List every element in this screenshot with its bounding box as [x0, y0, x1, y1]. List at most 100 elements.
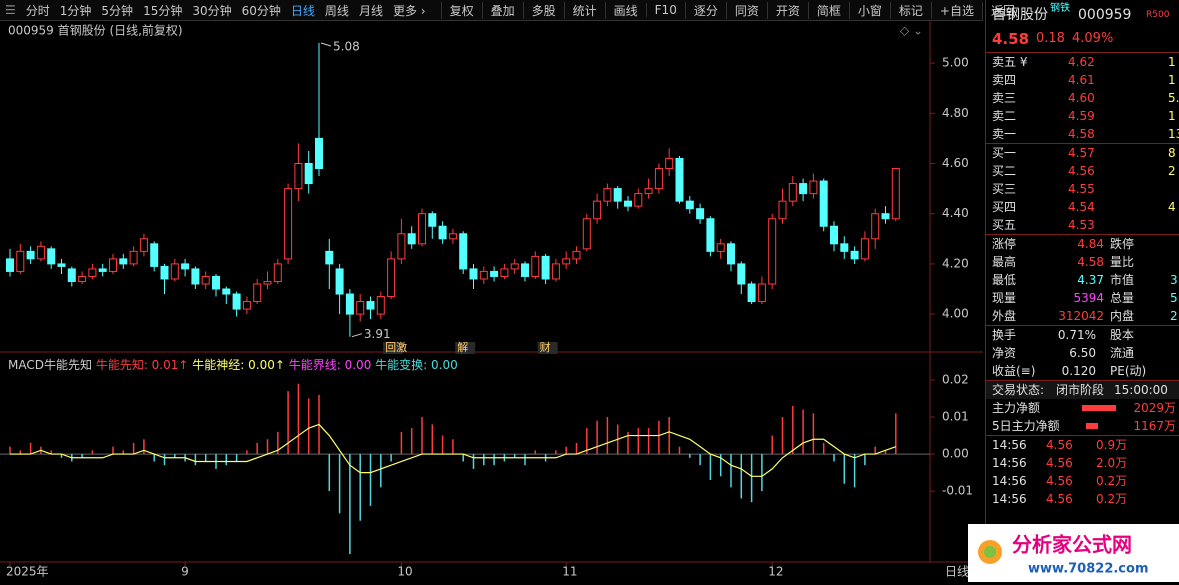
ask-row: 卖一 4.58 13 [986, 125, 1179, 143]
candle-body [871, 213, 880, 240]
watermark-logo: 分析家公式网 www.70822.com [978, 533, 1149, 577]
tool-button[interactable]: 简框 [807, 1, 849, 19]
candle-body [757, 283, 766, 303]
candle-body [572, 250, 581, 260]
stat-label: 股本 [1110, 328, 1135, 342]
annotation-leader [351, 333, 363, 338]
tick-time: 14:56 [992, 492, 1027, 506]
stat-label: 最低 [992, 273, 1017, 287]
stat-label: 市值 [1110, 273, 1135, 287]
tick-row: 14:56 4.56 0.9万 [986, 435, 1179, 454]
flow-value: 2029万 [1133, 401, 1176, 415]
tool-button[interactable]: 标记 [889, 1, 931, 19]
candle-body [778, 200, 787, 220]
stat-label: 内盘 [1110, 309, 1135, 323]
period-button[interactable]: 5分钟 [101, 3, 134, 18]
x-tick-label: 9 [181, 565, 189, 579]
tool-button[interactable]: 复权 [440, 1, 482, 19]
period-button[interactable]: 分时 [25, 3, 50, 18]
candle-body [335, 268, 344, 295]
legend-entry: 牛能先知: 0.01↑ [96, 357, 189, 372]
price-row: 4.58 0.18 4.09% [986, 30, 1179, 52]
tool-button[interactable]: 小窗 [848, 1, 890, 19]
candle-body [181, 263, 190, 270]
flow-row: 5日主力净额 1167万 [986, 417, 1179, 435]
y-tick-label: 4.60 [942, 156, 969, 170]
stat-row: 外盘 312042 内盘 2 [986, 307, 1179, 325]
period-button[interactable]: 日线 [290, 3, 315, 18]
flow-bar [1086, 423, 1098, 429]
candle-body [129, 250, 138, 265]
event-marker: 解 [457, 340, 468, 354]
candle-body [881, 213, 890, 220]
ask-row: 卖二 4.59 1 [986, 107, 1179, 125]
tool-button[interactable]: 叠加 [481, 1, 523, 19]
tool-button[interactable]: 开资 [766, 1, 808, 19]
stat-value: 6.50 [1069, 346, 1096, 360]
x-tick-label: 10 [397, 565, 412, 579]
period-button[interactable]: 15分钟 [143, 3, 183, 18]
book-price: 4.62 [1068, 55, 1095, 69]
candle-body [201, 275, 210, 285]
period-button[interactable]: 1分钟 [59, 3, 92, 18]
book-level: 卖五 ¥ [992, 55, 1028, 69]
tick-price: 4.56 [1046, 438, 1073, 452]
book-price: 4.59 [1068, 109, 1095, 123]
ask-row: 卖四 4.61 1 [986, 71, 1179, 89]
candle-body [26, 250, 35, 260]
candle-body [737, 263, 746, 285]
tool-button[interactable]: 逐分 [684, 1, 726, 19]
marker-box [383, 342, 404, 354]
chart-title: 000959 首钢股份 (日线,前复权) [8, 23, 183, 38]
bid-row: 买二 4.56 2 [986, 162, 1179, 180]
candle-body [284, 188, 293, 260]
book-level: 卖二 [992, 109, 1017, 123]
candle-body [799, 183, 808, 195]
candle-body [294, 162, 303, 190]
book-volume: 1 [1168, 55, 1176, 69]
tool-button[interactable]: F10 [645, 3, 685, 17]
candle-body [490, 270, 499, 277]
candle-body [57, 263, 66, 267]
status-value: 闭市阶段 [1056, 383, 1105, 397]
tool-button[interactable]: 多股 [522, 1, 564, 19]
period-button[interactable]: 60分钟 [241, 3, 281, 18]
tool-button[interactable]: 画线 [604, 1, 646, 19]
tool-button[interactable]: 统计 [563, 1, 605, 19]
stat-row: 收益(≡) 0.120 PE(动) [986, 362, 1179, 380]
period-button[interactable]: 周线 [324, 3, 349, 18]
period-button[interactable]: 30分钟 [192, 3, 232, 18]
flow-label: 主力净额 [992, 401, 1041, 415]
stat-label: 跌停 [1110, 237, 1135, 251]
candle-body [356, 301, 365, 315]
candle-body [654, 168, 663, 190]
toolbar: ☰ 分时 1分钟 5分钟 15分钟 30分钟 60分钟 日线 周线 月线 更多 › 复权 叠加 多股 统计画… [0, 0, 1015, 21]
tick-volume: 2.0万 [1096, 456, 1128, 470]
candle-body [593, 200, 602, 220]
stat-value: 3 [1170, 273, 1178, 287]
status-label: 交易状态: [992, 383, 1045, 397]
candle-body [428, 213, 437, 227]
tool-button[interactable]: 返回 [981, 1, 1023, 19]
stat-value: 2 [1170, 309, 1178, 323]
candle-body [510, 263, 519, 270]
tool-button[interactable]: 同资 [725, 1, 767, 19]
candle-body [304, 162, 313, 185]
ask-row: 卖三 4.60 5. [986, 89, 1179, 107]
pane-icons: ◇ ⌄ [900, 24, 923, 38]
candle-body [448, 233, 457, 240]
bid-row: 买四 4.54 4 [986, 198, 1179, 216]
candle-body [819, 180, 828, 227]
candle-body [98, 268, 107, 272]
last-price: 4.58 [992, 30, 1030, 48]
status-row: 交易状态: 闭市阶段 15:00:00 [986, 380, 1179, 399]
stat-row: 最低 4.37 市值 3 [986, 271, 1179, 289]
period-button[interactable]: 更多 › [392, 3, 426, 18]
flow-value: 1167万 [1133, 419, 1176, 433]
tool-button[interactable]: +自选 [930, 1, 982, 19]
candle-body [242, 301, 251, 310]
candle-body [315, 137, 323, 170]
book-level: 买二 [992, 164, 1017, 178]
sector-tag: 钢铁 [1050, 3, 1070, 14]
period-button[interactable]: 月线 [358, 3, 383, 18]
